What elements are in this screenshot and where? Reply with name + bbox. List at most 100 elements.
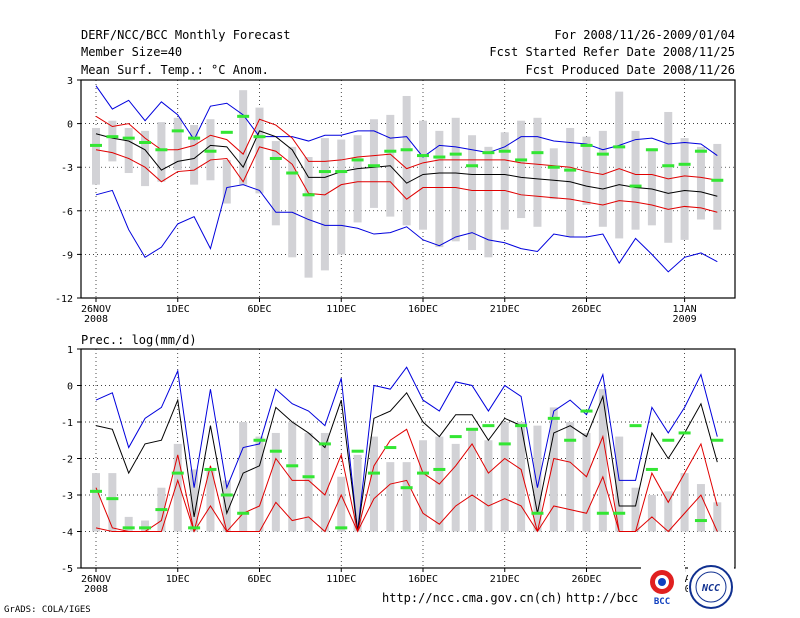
temp-median-marker <box>171 129 184 133</box>
prec-range-bar <box>451 443 460 532</box>
prec-range-bar <box>696 484 705 532</box>
temp-median-marker <box>417 154 429 158</box>
temp-xtick-label: 21DEC <box>490 304 520 315</box>
prec-range-bar <box>631 487 640 532</box>
temp-range-bar <box>680 138 689 240</box>
prec-range-bar <box>239 422 248 532</box>
temp-median-marker <box>188 136 201 140</box>
temp-median-marker <box>580 143 593 147</box>
prec-median-marker <box>531 511 544 515</box>
prec-range-bar <box>190 469 199 532</box>
prec-chart-title: Prec.: log(mm/d) <box>81 333 197 347</box>
temp-year-label: 2009 <box>673 314 697 325</box>
temp-range-bar <box>533 117 542 227</box>
temp-median-marker <box>90 143 102 147</box>
prec-series-mean <box>95 391 718 532</box>
temp-series-mean <box>95 130 718 197</box>
prec-median-marker <box>335 526 348 530</box>
prec-range-bar <box>533 425 542 532</box>
prec-median-marker <box>384 446 397 450</box>
prec-median-marker <box>613 511 626 515</box>
temp-median-marker <box>711 178 724 182</box>
prec-ytick-label: -4 <box>61 528 73 539</box>
temp-range-bar <box>631 130 640 230</box>
header-period: For 2008/11/26-2009/01/04 <box>554 28 735 42</box>
prec-range-bar <box>500 422 509 532</box>
temp-range-bar <box>582 136 591 205</box>
temp-median-marker <box>139 140 152 144</box>
prec-xtick-label: 16DEC <box>408 574 438 585</box>
prec-ytick-label: 0 <box>67 382 73 393</box>
prec-median-marker <box>122 526 135 530</box>
prec-median-marker <box>678 431 691 435</box>
temp-median-marker <box>122 136 135 140</box>
temp-range-bar <box>500 132 509 230</box>
prec-median-marker <box>90 489 102 493</box>
temp-xtick-label: 1DEC <box>166 304 190 315</box>
temp-range-bar <box>664 111 673 243</box>
temp-median-marker <box>269 156 282 160</box>
temp-median-marker <box>318 170 331 174</box>
temp-xtick-label: 1JAN <box>673 304 697 315</box>
prec-median-marker <box>596 511 609 515</box>
prec-median-marker <box>515 424 528 428</box>
prec-series-max <box>95 366 718 532</box>
temp-median-marker <box>515 158 528 162</box>
prec-median-marker <box>220 493 233 497</box>
prec-median-marker <box>139 526 152 530</box>
temp-median-marker <box>613 145 626 149</box>
bcc-url-link[interactable]: http://bcc.c <box>566 591 653 605</box>
prec-median-marker <box>580 409 593 413</box>
temp-xtick-label: 6DEC <box>247 304 271 315</box>
temp-range-bar <box>517 120 526 219</box>
prec-range-bar <box>713 502 722 532</box>
temp-range-bar <box>419 120 427 230</box>
temp-range-bar <box>484 146 493 258</box>
temp-range-bar <box>615 91 624 239</box>
temp-median-marker <box>286 171 299 175</box>
temp-range-bar <box>451 117 460 242</box>
prec-median-marker <box>302 475 315 479</box>
temp-median-marker <box>253 135 266 139</box>
temp-range-bar <box>566 127 575 237</box>
prec-median-marker <box>106 497 119 501</box>
temp-xtick-label: 16DEC <box>408 304 438 315</box>
prec-median-marker <box>155 508 168 512</box>
temp-range-bar <box>108 120 117 162</box>
temp-range-bar <box>255 107 264 194</box>
prec-range-bar <box>337 476 346 532</box>
prec-range-bar <box>353 454 362 532</box>
prec-xtick-label: 11DEC <box>326 574 356 585</box>
ncc-url-link[interactable]: http://ncc.cma.gov.cn(ch) <box>382 591 563 605</box>
temp-range-bar <box>173 117 182 171</box>
temp-median-marker <box>482 151 495 155</box>
prec-median-marker <box>449 435 462 439</box>
prec-range-bar <box>320 432 329 532</box>
header-title: DERF/NCC/BCC Monthly Forecast <box>81 28 291 42</box>
temp-xtick-label: 26DEC <box>571 304 601 315</box>
temp-range-bar <box>402 95 411 226</box>
temp-median-marker <box>384 149 397 153</box>
prec-range-bar <box>402 462 411 532</box>
temp-range-bar <box>239 90 248 185</box>
temp-median-marker <box>531 151 544 155</box>
prec-median-marker <box>286 464 299 468</box>
prec-median-marker <box>711 438 724 442</box>
prec-ytick-label: -1 <box>61 418 73 429</box>
ncc-logo: NCC <box>688 564 734 610</box>
temp-median-marker <box>155 148 168 152</box>
prec-xtick-label: 26DEC <box>571 574 601 585</box>
prec-median-marker <box>498 442 511 446</box>
prec-range-bar <box>680 473 689 532</box>
prec-median-marker <box>564 438 577 442</box>
prec-median-marker <box>367 471 380 475</box>
temp-median-marker <box>237 114 250 118</box>
precipitation-chart: -5 -4 -3 -2 -1 0 1 26NOV 1DEC 6DEC 11DEC 16DEC 21DEC… <box>61 345 736 595</box>
temp-range-bar <box>696 146 705 220</box>
temp-series-min <box>95 184 718 273</box>
prec-median-marker <box>400 486 413 490</box>
temp-range-bar <box>92 127 100 185</box>
header-variable: Mean Surf. Temp.: °C Anom. <box>81 63 269 77</box>
prec-range-bar <box>517 422 526 532</box>
temp-range-bar <box>468 135 477 251</box>
